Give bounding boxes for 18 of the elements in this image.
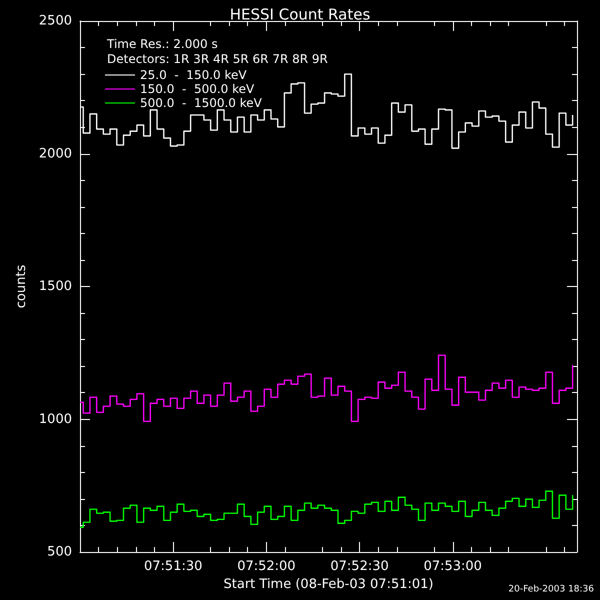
x-tick-label: 07:52:00	[237, 559, 296, 574]
x-tick-label: 07:51:30	[144, 559, 202, 574]
legend-label: 150.0 - 500.0 keV	[140, 82, 256, 96]
x-tick-label: 07:52:30	[330, 559, 389, 574]
y-tick-label: 1000	[38, 412, 72, 427]
chart-title: HESSI Count Rates	[230, 6, 370, 24]
y-tick-label: 2500	[38, 14, 72, 28]
y-tick-label: 2000	[38, 146, 72, 162]
text: 20-Feb-2003 18:36	[508, 584, 594, 594]
x-tick-label: 07:53:00	[424, 559, 482, 574]
y-axis-title: counts	[14, 264, 30, 308]
legend-label: 500.0 - 1500.0 keV	[140, 96, 263, 110]
y-tick-label: 500	[47, 544, 72, 560]
annotation: Detectors: 1R 3R 4R 5R 6R 7R 8R 9R	[107, 52, 328, 66]
y-tick-label: 1500	[38, 279, 72, 294]
x-axis-title: Start Time (08-Feb-03 07:51:01)	[224, 577, 434, 592]
legend-label: 25.0 - 150.0 keV	[140, 68, 248, 82]
annotation: Time Res.: 2.000 s	[106, 37, 218, 51]
